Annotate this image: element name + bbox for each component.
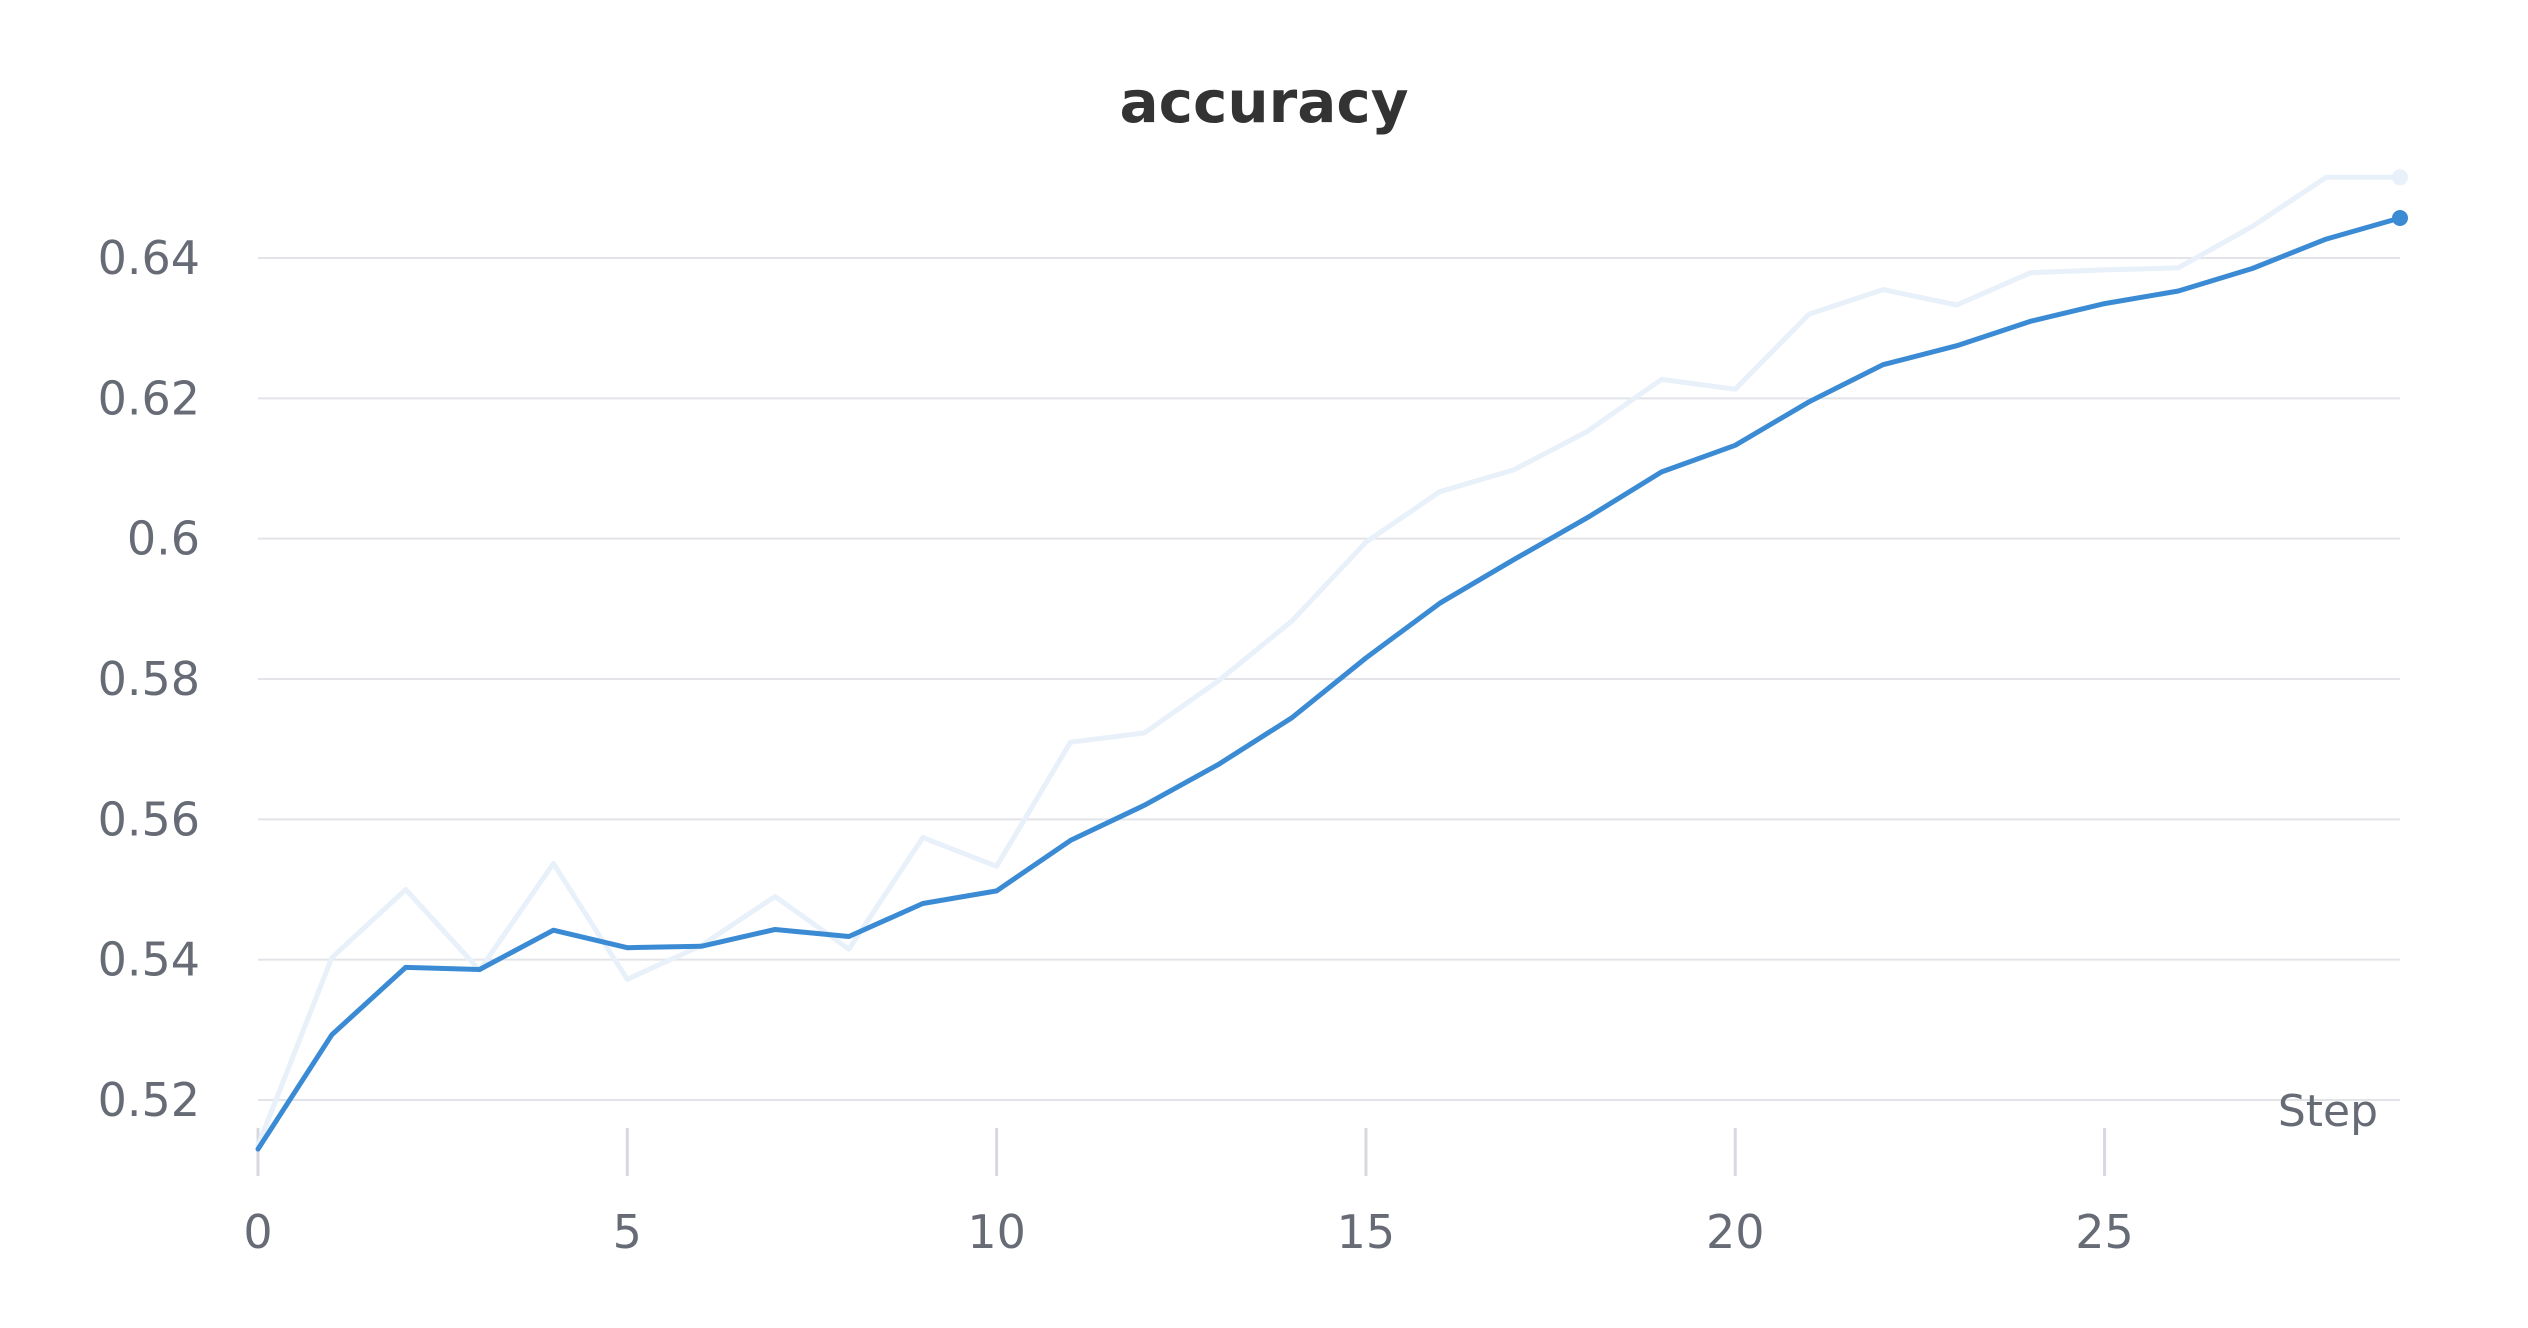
x-axis: 0 5 10 15 20 25 bbox=[243, 1128, 2134, 1259]
grid-lines bbox=[258, 257, 2400, 1101]
y-tick-label: 0.6 bbox=[127, 512, 200, 566]
y-tick-label: 0.54 bbox=[98, 933, 200, 987]
y-tick-label: 0.62 bbox=[98, 371, 200, 425]
series-endpoint-smoothed bbox=[2392, 210, 2408, 227]
x-tick-label: 20 bbox=[1706, 1205, 1765, 1259]
x-tick-label: 10 bbox=[967, 1205, 1026, 1259]
series-line-raw bbox=[255, 174, 2403, 1149]
chart-title: accuracy bbox=[1119, 68, 1408, 136]
x-tick-label: 15 bbox=[1337, 1205, 1396, 1259]
x-tick-label: 5 bbox=[613, 1205, 642, 1259]
series-endpoint-raw bbox=[2392, 169, 2408, 186]
y-tick-label: 0.64 bbox=[98, 231, 200, 285]
y-tick-label: 0.58 bbox=[98, 652, 200, 706]
series-line-smoothed bbox=[255, 215, 2403, 1152]
x-tick-label: 0 bbox=[243, 1205, 272, 1259]
y-axis: 0.52 0.54 0.56 0.58 0.6 0.62 0.64 bbox=[98, 231, 200, 1127]
x-tick-label: 25 bbox=[2075, 1205, 2134, 1259]
y-tick-label: 0.56 bbox=[98, 792, 200, 846]
y-tick-label: 0.52 bbox=[98, 1073, 200, 1127]
plot-area bbox=[255, 169, 2408, 1152]
x-axis-label: Step bbox=[2278, 1086, 2378, 1137]
